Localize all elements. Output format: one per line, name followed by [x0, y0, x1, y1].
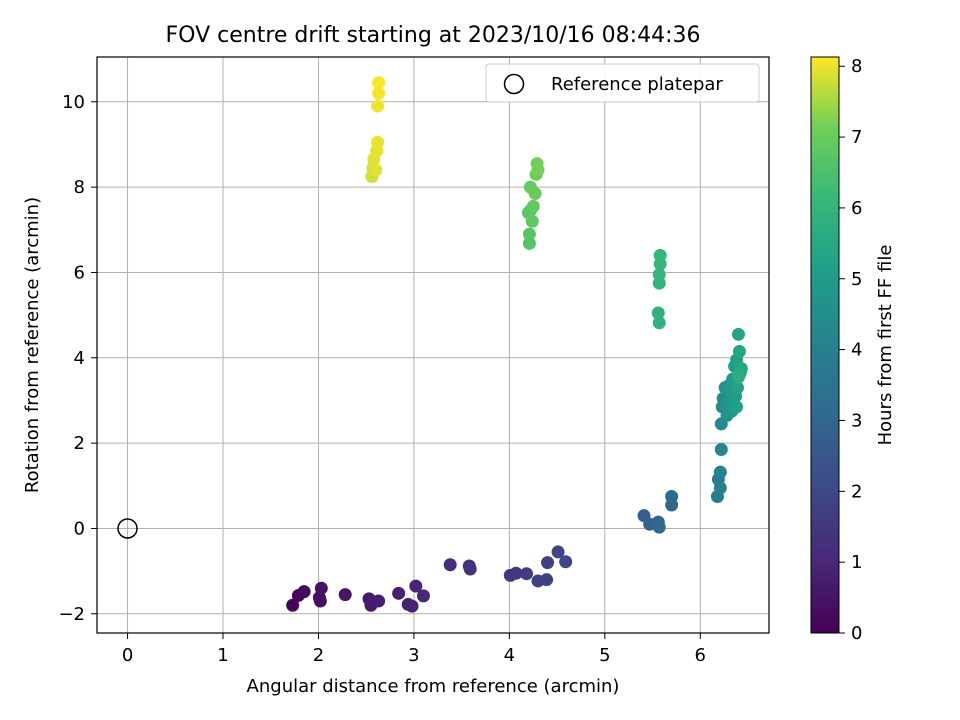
plot-frame: [96, 56, 770, 634]
data-point: [509, 566, 523, 580]
data-point: [443, 558, 457, 572]
data-point: [520, 567, 534, 581]
data-point: [526, 199, 540, 213]
grid: [97, 57, 769, 633]
data-point: [732, 344, 746, 358]
legend-marker: [503, 73, 525, 95]
data-point: [730, 400, 744, 414]
data-point: [731, 370, 745, 384]
colorbar-label: Hours from first FF file: [875, 245, 896, 446]
data-point: [652, 268, 666, 282]
colorbar-tick-label: 6: [851, 198, 862, 219]
colorbar-tick-label: 0: [851, 623, 862, 644]
data-point: [463, 562, 477, 576]
colorbar-ticks: 0 1 2 3 4 5 6 7 8: [839, 56, 862, 644]
colorbar-tick-label: 2: [851, 481, 862, 502]
data-point: [409, 579, 423, 593]
colorbar-tick-label: 5: [851, 269, 862, 290]
y-tick-label: −2: [58, 604, 85, 625]
colorbar-tick-label: 3: [851, 410, 862, 431]
data-point: [541, 556, 555, 570]
legend: Reference platepar: [485, 63, 760, 103]
colorbar-tick-label: 7: [851, 127, 862, 148]
data-point: [651, 306, 665, 320]
data-point: [416, 589, 430, 603]
data-point: [372, 86, 386, 100]
data-point: [653, 248, 667, 262]
y-tick-label: 6: [74, 262, 85, 283]
x-tick-label: 5: [599, 645, 610, 666]
x-tick-label: 6: [695, 645, 706, 666]
chart-title: FOV centre drift starting at 2023/10/16 …: [166, 23, 701, 48]
data-point: [522, 227, 536, 241]
data-point: [314, 581, 328, 595]
y-tick-label: 4: [74, 348, 85, 369]
data-point: [297, 585, 311, 599]
data-points: [286, 76, 748, 613]
data-point: [372, 594, 386, 608]
data-point: [405, 599, 419, 613]
y-axis-label: Rotation from reference (arcmin): [22, 197, 43, 493]
data-point: [559, 555, 573, 569]
data-point: [286, 598, 300, 612]
data-point: [652, 316, 666, 330]
data-point: [313, 594, 327, 608]
data-point: [714, 443, 728, 457]
data-point: [731, 327, 745, 341]
data-point: [540, 573, 554, 587]
y-tick-label: 10: [62, 92, 85, 113]
colorbar: [810, 56, 840, 634]
x-tick-label: 4: [504, 645, 515, 666]
legend-box: [485, 63, 760, 103]
data-point: [392, 586, 406, 600]
y-tick-label: 8: [74, 177, 85, 198]
x-axis-label: Angular distance from reference (arcmin): [247, 676, 620, 697]
colorbar-tick-label: 1: [851, 552, 862, 573]
data-point: [528, 187, 542, 201]
y-axis-ticks: −2 0 2 4 6 8 10: [58, 92, 97, 625]
data-point: [522, 236, 536, 250]
data-point: [525, 214, 539, 228]
data-point: [652, 520, 666, 534]
colorbar-tick-label: 4: [851, 340, 862, 361]
legend-label: Reference platepar: [551, 74, 723, 95]
x-tick-label: 1: [217, 645, 228, 666]
x-tick-label: 2: [313, 645, 324, 666]
data-point: [713, 465, 727, 479]
data-point: [551, 545, 565, 559]
reference-point: [117, 518, 138, 539]
data-point: [731, 381, 744, 395]
colorbar-tick-label: 8: [851, 56, 862, 77]
data-point: [665, 498, 679, 512]
y-tick-label: 2: [74, 433, 85, 454]
y-tick-label: 0: [74, 518, 85, 539]
x-tick-label: 0: [122, 645, 133, 666]
data-point: [372, 76, 386, 90]
data-point: [338, 588, 352, 602]
x-axis-ticks: 0 1 2 3 4 5 6: [122, 633, 706, 666]
data-point: [369, 163, 383, 177]
x-tick-label: 3: [408, 645, 419, 666]
data-point: [713, 481, 727, 495]
data-point: [531, 163, 545, 177]
data-point: [371, 135, 385, 149]
data-point: [371, 99, 385, 113]
